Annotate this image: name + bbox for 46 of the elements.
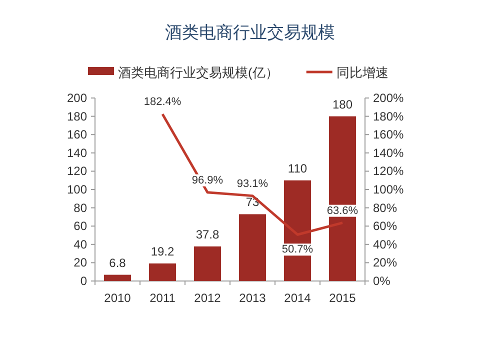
legend-label: 同比增速 xyxy=(336,65,388,80)
y2-tick-label: 20% xyxy=(373,256,398,270)
data-label: 37.8 xyxy=(196,227,220,242)
y2-tick-label: 120% xyxy=(373,164,404,178)
y-tick-label: 60 xyxy=(74,219,88,234)
data-label: 93.1% xyxy=(236,178,268,190)
bar xyxy=(194,246,221,281)
y-tick-label: 40 xyxy=(74,237,88,252)
y-tick-label: 160 xyxy=(66,128,88,142)
x-tick-label: 2013 xyxy=(239,291,266,305)
y2-tick-label: 80% xyxy=(373,200,398,215)
y-tick-label: 20 xyxy=(74,256,88,270)
data-label: 19.2 xyxy=(150,244,174,258)
y-tick-label: 100 xyxy=(66,182,88,196)
x-tick-label: 2012 xyxy=(194,291,222,305)
legend-label: 酒类电商行业交易规模(亿） xyxy=(118,65,278,80)
x-tick-label: 2011 xyxy=(150,291,176,305)
y-tick-label: 140 xyxy=(66,146,88,160)
data-label: 50.7% xyxy=(282,244,314,256)
data-label: 63.6% xyxy=(326,204,358,217)
y2-tick-label: 180% xyxy=(373,109,404,124)
y-tick-label: 120 xyxy=(66,164,88,178)
y2-tick-label: 140% xyxy=(373,146,404,160)
bar xyxy=(149,263,176,281)
y2-tick-label: 160% xyxy=(373,128,404,142)
y-tick-label: 80 xyxy=(74,200,88,215)
chart-title: 酒类电商行业交易规模 xyxy=(165,23,335,42)
y-tick-label: 0 xyxy=(80,274,88,288)
y-tick-label: 180 xyxy=(66,109,88,124)
bar xyxy=(239,214,266,281)
data-label: 180 xyxy=(332,97,353,112)
y2-tick-label: 40% xyxy=(373,237,398,252)
x-tick-label: 2010 xyxy=(104,291,132,305)
x-tick-label: 2015 xyxy=(329,291,356,305)
y-tick-label: 200 xyxy=(66,91,88,105)
data-label: 110 xyxy=(288,161,308,176)
y2-tick-label: 60% xyxy=(373,219,398,234)
data-label: 96.9% xyxy=(192,174,224,186)
y2-tick-label: 0% xyxy=(373,274,391,288)
bar xyxy=(329,116,356,281)
bar xyxy=(104,274,131,281)
data-label: 6.8 xyxy=(109,256,126,270)
y2-tick-label: 100% xyxy=(373,182,404,196)
data-label: 182.4% xyxy=(144,96,182,108)
y2-tick-label: 200% xyxy=(373,91,404,105)
x-tick-label: 2014 xyxy=(284,291,312,305)
